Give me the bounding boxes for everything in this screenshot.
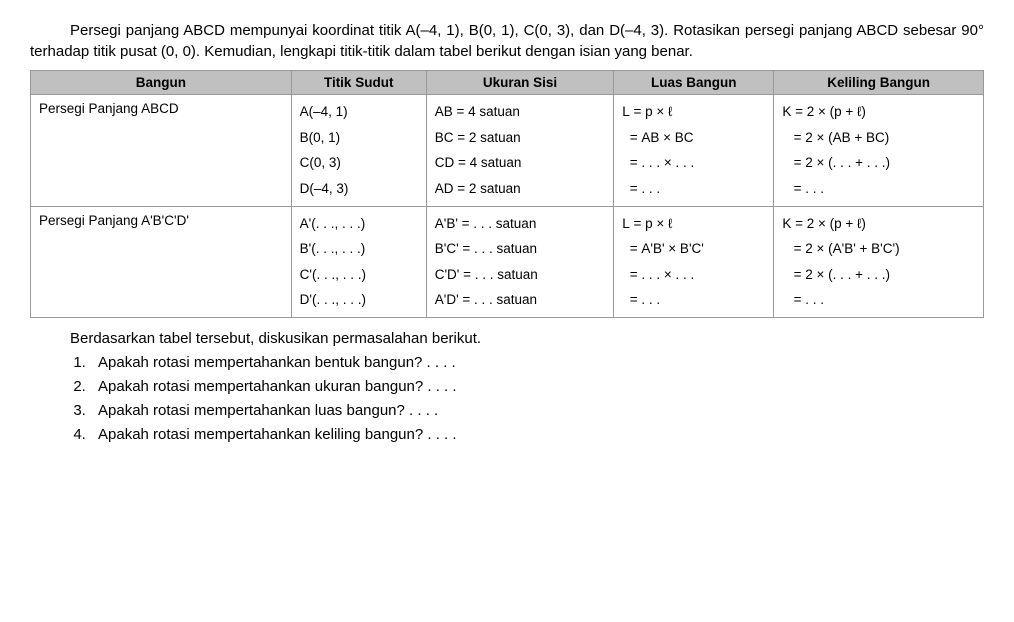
table-row: Persegi Panjang A'B'C'D' A'(. . ., . . .…	[31, 206, 984, 318]
intro-text: Persegi panjang ABCD mempunyai koordinat…	[30, 22, 984, 60]
cell-luas: L = p × ℓ = AB × BC = . . . × . . . = . …	[614, 95, 774, 207]
list-item: Apakah rotasi mempertahankan ukuran bang…	[90, 375, 984, 399]
list-item: Apakah rotasi mempertahankan bentuk bang…	[90, 351, 984, 375]
cell-titik: A'(. . ., . . .)B'(. . ., . . .)C'(. . .…	[291, 206, 426, 318]
cell-keliling: K = 2 × (p + ℓ) = 2 × (A'B' + B'C') = 2 …	[774, 206, 984, 318]
questions-list: Apakah rotasi mempertahankan bentuk bang…	[90, 351, 984, 447]
col-luas: Luas Bangun	[614, 71, 774, 95]
cell-bangun: Persegi Panjang ABCD	[31, 95, 292, 207]
data-table: Bangun Titik Sudut Ukuran Sisi Luas Bang…	[30, 70, 984, 318]
cell-ukuran: AB = 4 satuanBC = 2 satuanCD = 4 satuanA…	[426, 95, 614, 207]
header-row: Bangun Titik Sudut Ukuran Sisi Luas Bang…	[31, 71, 984, 95]
list-item: Apakah rotasi mempertahankan keliling ba…	[90, 423, 984, 447]
intro-paragraph: Persegi panjang ABCD mempunyai koordinat…	[30, 20, 984, 62]
cell-ukuran: A'B' = . . . satuanB'C' = . . . satuanC'…	[426, 206, 614, 318]
col-ukuran: Ukuran Sisi	[426, 71, 614, 95]
cell-luas: L = p × ℓ = A'B' × B'C' = . . . × . . . …	[614, 206, 774, 318]
cell-titik: A(–4, 1)B(0, 1)C(0, 3)D(–4, 3)	[291, 95, 426, 207]
cell-keliling: K = 2 × (p + ℓ) = 2 × (AB + BC) = 2 × (.…	[774, 95, 984, 207]
col-bangun: Bangun	[31, 71, 292, 95]
followup-intro: Berdasarkan tabel tersebut, diskusikan p…	[70, 328, 984, 351]
table-row: Persegi Panjang ABCD A(–4, 1)B(0, 1)C(0,…	[31, 95, 984, 207]
cell-bangun: Persegi Panjang A'B'C'D'	[31, 206, 292, 318]
col-titik: Titik Sudut	[291, 71, 426, 95]
list-item: Apakah rotasi mempertahankan luas bangun…	[90, 399, 984, 423]
col-keliling: Keliling Bangun	[774, 71, 984, 95]
